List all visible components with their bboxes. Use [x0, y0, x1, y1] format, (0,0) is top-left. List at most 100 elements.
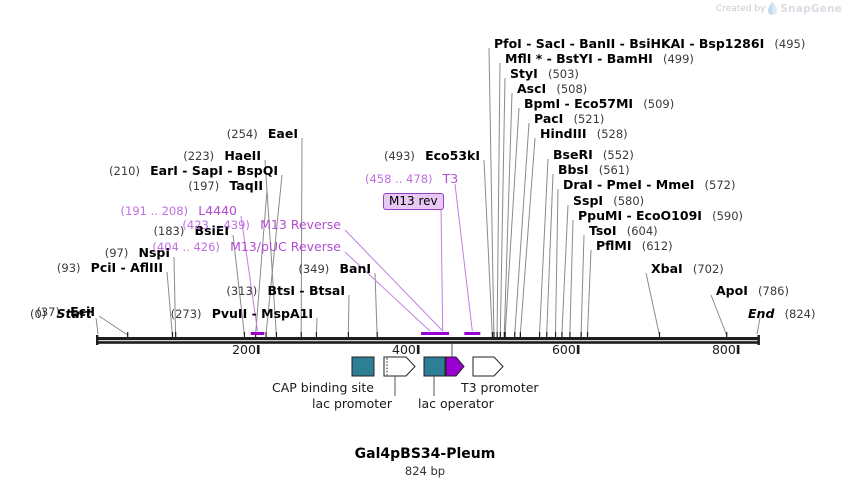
enzyme-site-label[interactable]: PfoI - SacI - BanII - BsiHKAI - Bsp1286I…	[494, 35, 805, 51]
enzyme-site-label[interactable]: BpmI - Eco57MI (509)	[524, 95, 674, 111]
m13-rev-highlight[interactable]: M13 rev	[383, 193, 444, 210]
enzyme-name[interactable]: BpmI	[524, 96, 561, 111]
enzyme-site-label[interactable]: ApoI (786)	[716, 282, 789, 298]
enzyme-site-label[interactable]: StyI (503)	[510, 65, 579, 81]
enzyme-position: (521)	[573, 112, 605, 126]
enzyme-site-label[interactable]: MflI * - BstYI - BamHI (499)	[505, 50, 694, 66]
enzyme-site-label[interactable]: PpuMI - EcoO109I (590)	[578, 207, 743, 223]
site-tick	[538, 332, 541, 337]
enzyme-site-label[interactable]: SspI (580)	[573, 192, 644, 208]
enzyme-name[interactable]: EaeI	[267, 126, 298, 141]
primer-label[interactable]: (404 .. 426) M13/pUC Reverse	[0, 238, 341, 254]
enzyme-site-label[interactable]: (93) PciI - AflIII	[0, 259, 163, 275]
enzyme-name[interactable]: HindIII	[540, 126, 587, 141]
feature-glyph-lac-operator	[423, 356, 446, 377]
ruler-tick-label-800: 800	[711, 342, 736, 357]
enzyme-site-label[interactable]: (273) PvuII - MspA1I	[0, 305, 313, 321]
enzyme-site-label[interactable]: HindIII (528)	[540, 125, 628, 141]
primer-bar-l4440	[250, 332, 265, 335]
enzyme-name[interactable]: AscI	[517, 81, 547, 96]
primer-label[interactable]: M13 rev	[383, 192, 444, 210]
primer-range: (404 .. 426)	[152, 240, 220, 254]
enzyme-name[interactable]: BtsaI	[308, 283, 345, 298]
enzyme-name[interactable]: BanI	[339, 261, 371, 276]
enzyme-position: (561)	[598, 163, 630, 177]
primer-label[interactable]: (458 .. 478) T3	[365, 170, 458, 186]
enzyme-name[interactable]: SapI	[191, 163, 223, 178]
enzyme-site-label[interactable]: AscI (508)	[517, 80, 587, 96]
leader-line	[499, 77, 506, 336]
site-tick	[300, 332, 302, 337]
start-position: (0)	[30, 307, 47, 321]
enzyme-site-label[interactable]: (183) BsiEI	[0, 222, 229, 238]
enzyme-name[interactable]: SacI	[535, 36, 566, 51]
enzyme-site-label[interactable]: (37) EciI	[0, 303, 95, 319]
enzyme-site-label[interactable]: TsoI (604)	[589, 222, 658, 238]
enzyme-name[interactable]: XbaI	[651, 261, 683, 276]
primer-label[interactable]: (191 .. 208) L4440	[0, 202, 237, 218]
enzyme-name[interactable]: BsiEI	[194, 223, 229, 238]
enzyme-name[interactable]: BspQI	[236, 163, 278, 178]
enzyme-name[interactable]: PciI	[90, 260, 117, 275]
enzyme-name[interactable]: PpuMI	[578, 208, 623, 223]
primer-name[interactable]: M13/pUC Reverse	[230, 239, 341, 254]
name-separator: -	[295, 283, 309, 298]
enzyme-name[interactable]: Eco57MI	[574, 96, 634, 111]
leader-line	[265, 174, 283, 336]
enzyme-name[interactable]: NspI	[138, 245, 170, 260]
enzyme-name[interactable]: MspA1I	[261, 306, 313, 321]
enzyme-name[interactable]: PvuII	[211, 306, 248, 321]
enzyme-name[interactable]: TsoI	[589, 223, 617, 238]
enzyme-site-label[interactable]: (349) BanI	[0, 260, 371, 276]
enzyme-name[interactable]: Eco53kI	[425, 148, 480, 163]
enzyme-site-label[interactable]: (223) HaeII	[0, 147, 261, 163]
enzyme-name[interactable]: BamHI	[606, 51, 653, 66]
enzyme-name[interactable]: SspI	[573, 193, 604, 208]
enzyme-site-label[interactable]: PacI (521)	[534, 110, 604, 126]
enzyme-name[interactable]: BtsI	[267, 283, 296, 298]
enzyme-name[interactable]: PacI	[534, 111, 564, 126]
enzyme-site-label[interactable]: DraI - PmeI - MmeI (572)	[563, 176, 735, 192]
primer-name[interactable]: M13 Reverse	[260, 217, 341, 232]
enzyme-site-label[interactable]: (197) TaqII	[0, 177, 263, 193]
enzyme-name[interactable]: BseRI	[553, 147, 593, 162]
enzyme-name[interactable]: TaqII	[229, 178, 263, 193]
enzyme-name[interactable]: BbsI	[558, 162, 589, 177]
enzyme-name[interactable]: PmeI	[606, 177, 642, 192]
enzyme-name[interactable]: EcoO109I	[636, 208, 702, 223]
enzyme-site-label[interactable]: XbaI (702)	[651, 260, 724, 276]
enzyme-name[interactable]: BsiHKAI	[629, 36, 685, 51]
primer-label[interactable]: (423 .. 439) M13 Reverse	[0, 216, 341, 232]
enzyme-position: (786)	[758, 284, 789, 298]
enzyme-site-label[interactable]: (313) BtsI - BtsaI	[0, 282, 345, 298]
enzyme-name[interactable]: BstYI	[556, 51, 593, 66]
name-separator: -	[622, 208, 637, 223]
enzyme-name[interactable]: PflMI	[596, 238, 632, 253]
enzyme-name[interactable]: PfoI	[494, 36, 522, 51]
enzyme-name[interactable]: AflIII	[130, 260, 163, 275]
leader-line	[264, 159, 277, 336]
primer-name[interactable]: L4440	[198, 203, 237, 218]
leader-line	[645, 272, 660, 336]
enzyme-name[interactable]: MflI *	[505, 51, 543, 66]
enzyme-site-label[interactable]: BseRI (552)	[553, 146, 634, 162]
enzyme-name[interactable]: Bsp1286I	[698, 36, 765, 51]
enzyme-position: (313)	[226, 284, 258, 298]
site-tick	[499, 332, 501, 337]
enzyme-name[interactable]: ApoI	[716, 283, 748, 298]
enzyme-site-label[interactable]: (210) EarI - SapI - BspQI	[0, 162, 278, 178]
enzyme-site-label[interactable]: (97) NspI	[0, 244, 170, 260]
enzyme-name[interactable]: MmeI	[655, 177, 695, 192]
enzyme-site-label[interactable]: PflMI (612)	[596, 237, 673, 253]
enzyme-site-label[interactable]: BbsI (561)	[558, 161, 630, 177]
enzyme-name[interactable]: BanII	[579, 36, 616, 51]
enzyme-name[interactable]: EciI	[70, 304, 95, 319]
enzyme-name[interactable]: StyI	[510, 66, 538, 81]
enzyme-site-label[interactable]: (493) Eco53kI	[0, 147, 480, 163]
enzyme-site-label[interactable]: (254) EaeI	[0, 125, 298, 141]
enzyme-name[interactable]: EarI	[150, 163, 178, 178]
enzyme-name[interactable]: HaeII	[224, 148, 261, 163]
feature-glyph-t3-promoter	[472, 356, 504, 377]
primer-name[interactable]: T3	[442, 171, 459, 186]
enzyme-name[interactable]: DraI	[563, 177, 593, 192]
